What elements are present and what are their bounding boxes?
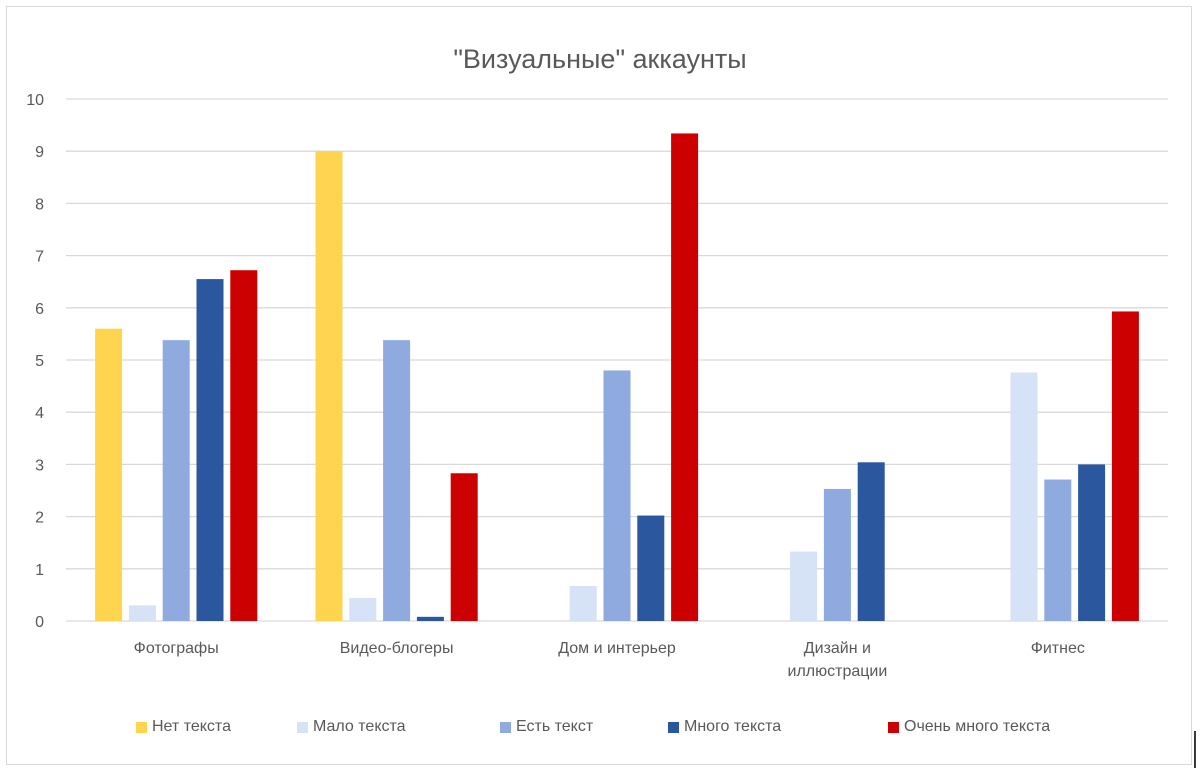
x-axis-label: Видео-блогеры xyxy=(297,637,497,660)
bar xyxy=(230,270,258,621)
legend-label: Нет текста xyxy=(152,718,231,735)
legend-swatch-icon xyxy=(136,721,147,733)
bar xyxy=(1111,311,1139,621)
bar xyxy=(450,473,478,621)
y-tick-label: 3 xyxy=(35,457,44,474)
x-axis-label: Дом и интерьер xyxy=(517,637,717,660)
y-tick-label: 9 xyxy=(35,144,44,161)
bar xyxy=(1044,479,1072,621)
bar xyxy=(671,133,699,621)
x-axis-label-line: Фитнес xyxy=(1030,640,1085,657)
bar xyxy=(569,586,597,621)
y-tick-label: 6 xyxy=(35,301,44,318)
legend-item: Много текста xyxy=(668,718,781,736)
y-tick-label: 5 xyxy=(35,353,44,370)
bar xyxy=(790,551,818,621)
bar xyxy=(196,279,224,621)
x-axis-label: Фитнес xyxy=(958,637,1158,660)
bar xyxy=(349,598,377,621)
bar xyxy=(857,462,885,621)
y-tick-label: 4 xyxy=(35,405,44,422)
legend-label: Очень много текста xyxy=(904,718,1051,735)
bar xyxy=(1078,464,1106,621)
bar xyxy=(162,340,190,621)
bar xyxy=(416,616,444,621)
bar xyxy=(128,605,156,621)
legend: Нет текста Мало текста Есть текст Много тек… xyxy=(0,718,1200,742)
x-axis-label: Дизайн и иллюстрации xyxy=(737,637,937,683)
x-axis-label-line: иллюстрации xyxy=(787,663,888,680)
bar xyxy=(637,515,665,621)
x-axis-label-line: Дизайн и xyxy=(803,640,871,657)
legend-item: Нет текста xyxy=(136,718,231,736)
y-tick-label: 10 xyxy=(26,92,44,109)
x-axis-label-line: Видео-блогеры xyxy=(339,640,454,657)
legend-swatch-icon xyxy=(500,721,511,733)
legend-label: Много текста xyxy=(684,718,782,735)
bar xyxy=(1010,372,1038,621)
legend-swatch-icon xyxy=(668,721,679,733)
legend-label: Мало текста xyxy=(313,718,406,735)
y-tick-label: 0 xyxy=(35,614,44,631)
legend-item: Очень много текста xyxy=(888,718,1050,736)
chart-title: "Визуальные" аккаунты xyxy=(453,44,747,74)
bar xyxy=(95,328,123,621)
text-cursor xyxy=(1194,731,1196,768)
x-axis-label: Фотографы xyxy=(76,637,276,660)
legend-swatch-icon xyxy=(297,721,308,733)
x-axis-label-line: Дом и интерьер xyxy=(558,640,676,657)
legend-item: Мало текста xyxy=(297,718,406,736)
bar xyxy=(315,151,343,621)
bar xyxy=(823,488,851,621)
y-tick-label: 2 xyxy=(35,510,44,527)
x-axis-label-line: Фотографы xyxy=(133,640,219,657)
legend-swatch-icon xyxy=(888,721,899,733)
bar-series xyxy=(95,133,1139,621)
bar xyxy=(383,340,411,621)
y-tick-label: 1 xyxy=(35,562,44,579)
y-tick-label: 7 xyxy=(35,249,44,266)
legend-item: Есть текст xyxy=(500,718,593,736)
y-tick-label: 8 xyxy=(35,196,44,213)
legend-label: Есть текст xyxy=(516,718,594,735)
bar xyxy=(603,370,631,621)
y-axis-ticks: 0 1 2 3 4 5 6 7 8 9 10 xyxy=(26,92,44,631)
